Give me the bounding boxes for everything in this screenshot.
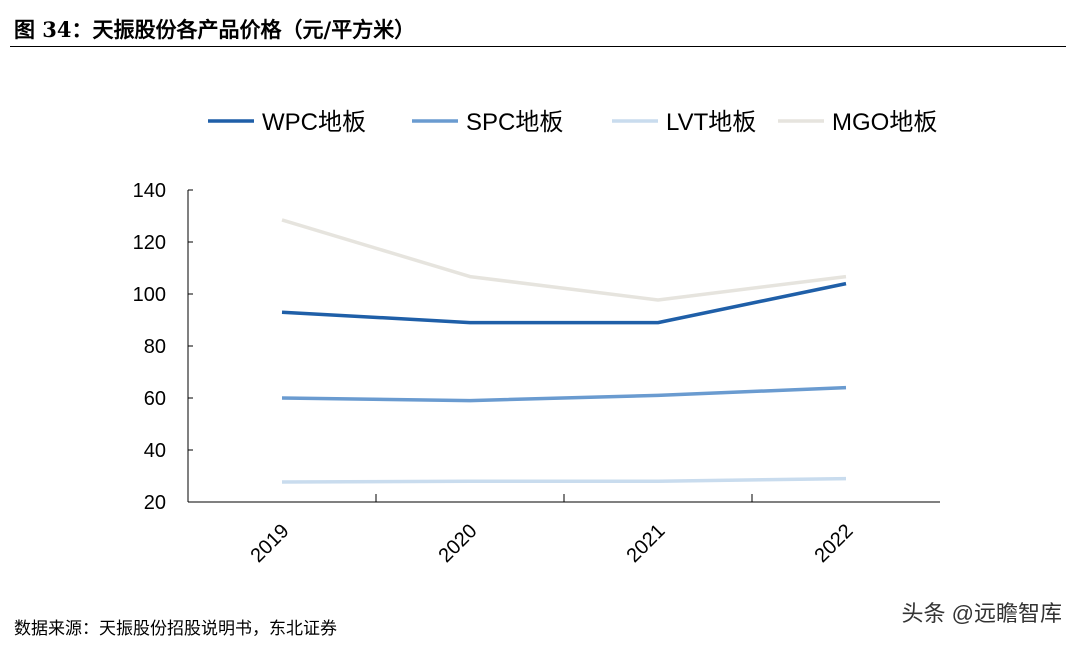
x-tick-label: 2020: [435, 520, 482, 567]
source-note: 数据来源：天振股份招股说明书，东北证券: [14, 619, 337, 639]
legend-label: WPC地板: [262, 109, 366, 136]
series-line-SPC地板: [281, 385, 847, 403]
watermark: 头条 @远瞻智库: [901, 601, 1062, 626]
legend-label: LVT地板: [666, 109, 756, 136]
y-tick-label: 140: [133, 180, 166, 202]
y-tick-label: 120: [133, 232, 166, 254]
series-line-MGO地板: [281, 218, 847, 302]
y-tick-label: 40: [144, 440, 166, 462]
x-tick-label: 2019: [247, 520, 294, 567]
y-tick-label: 60: [144, 388, 166, 410]
title-rule: [10, 46, 1066, 47]
figure-title: 图 34：天振股份各产品价格（元/平方米）: [14, 17, 416, 42]
series-line-LVT地板: [281, 476, 847, 484]
legend-label: MGO地板: [832, 109, 937, 136]
y-tick-label: 100: [133, 284, 166, 306]
x-tick-label: 2022: [811, 520, 858, 567]
y-tick-label: 20: [144, 492, 166, 514]
legend-label: SPC地板: [466, 109, 563, 136]
y-tick-label: 80: [144, 336, 166, 358]
x-tick-label: 2021: [623, 520, 670, 567]
series-line-WPC地板: [281, 281, 847, 325]
